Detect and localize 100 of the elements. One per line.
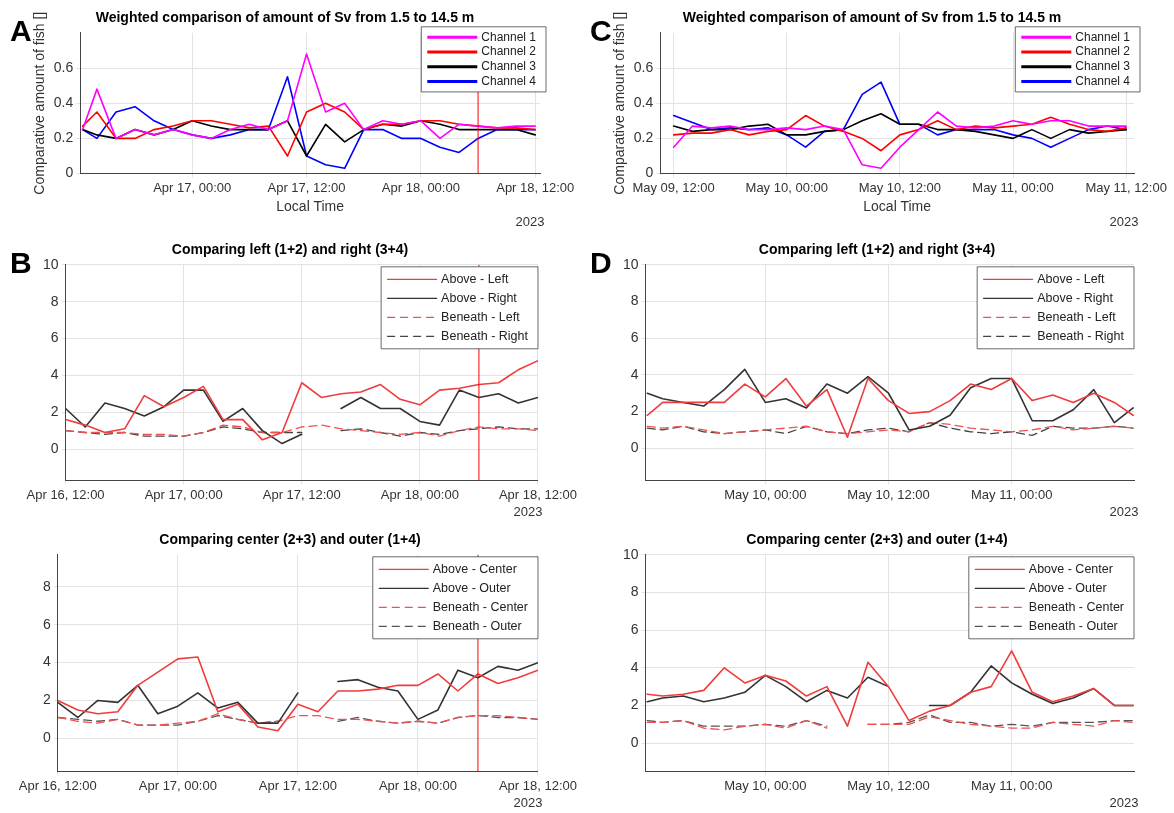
- x-tick-label: May 10, 12:00: [847, 777, 930, 793]
- x-tick-label: May 10, 00:00: [724, 486, 807, 502]
- y-tick-label: 10: [622, 255, 639, 272]
- y-tick-label: 8: [630, 292, 639, 309]
- x-tick-label: May 09, 12:00: [632, 179, 715, 195]
- x-tick-label: Apr 18, 12:00: [496, 179, 575, 195]
- x-tick-label: Apr 17, 12:00: [258, 777, 337, 793]
- x-axis-title: Local Time: [863, 198, 932, 215]
- chart-title: Comparing center (2+3) and outer (1+4): [159, 531, 421, 548]
- y-axis-title: Comparative amount of fish []: [31, 11, 48, 195]
- legend-label: Beneath - Right: [441, 328, 529, 343]
- x-tick-label: Apr 16, 12:00: [18, 777, 97, 793]
- x-tick-label: May 10, 12:00: [847, 486, 930, 502]
- legend-label: Beneath - Outer: [432, 618, 522, 633]
- chart-title: Weighted comparison of amount of Sv from 1.5 to 14.5 m: [682, 9, 1062, 26]
- legend-label: Channel 3: [481, 59, 537, 74]
- legend-label: Above - Outer: [432, 580, 511, 595]
- chart-title: Comparing left (1+2) and right (3+4): [171, 241, 409, 258]
- y-tick-label: 6: [630, 621, 639, 637]
- text: D: [590, 246, 612, 280]
- y-tick-label: 0: [42, 729, 51, 746]
- x-tick-label: May 11, 00:00: [970, 486, 1053, 502]
- legend-label: Beneath - Center: [1028, 599, 1125, 614]
- legend-label: Channel 4: [1075, 73, 1131, 88]
- y-tick-label: 4: [630, 658, 639, 675]
- y-tick-label: 2: [42, 691, 51, 708]
- chart-title: Comparing center (2+3) and outer (1+4): [746, 531, 1008, 548]
- text: 2023: [1109, 795, 1139, 811]
- y-tick-label: 8: [630, 583, 639, 600]
- legend-label: Beneath - Right: [1037, 328, 1125, 343]
- legend-label: Beneath - Center: [432, 599, 528, 614]
- y-tick-label: 6: [50, 329, 59, 346]
- y-tick-label: 2: [630, 696, 639, 713]
- legend-label: Beneath - Left: [441, 309, 521, 324]
- y-tick-label: 0.6: [633, 58, 654, 75]
- x-tick-label: Apr 18, 00:00: [381, 179, 460, 195]
- x-tick-label: Apr 18, 12:00: [498, 777, 577, 793]
- y-tick-label: 0: [645, 164, 654, 181]
- chart-title: Comparing left (1+2) and right (3+4): [758, 241, 996, 258]
- x-tick-label: Apr 17, 12:00: [262, 486, 341, 502]
- y-tick-label: 0: [630, 734, 639, 751]
- x-tick-label: May 10, 12:00: [858, 179, 942, 195]
- y-tick-label: 6: [630, 329, 639, 346]
- chart-title: Weighted comparison of amount of Sv from 1.5 to 14.5 m: [95, 9, 475, 26]
- y-tick-label: 2: [50, 403, 59, 420]
- x-tick-label: Apr 16, 12:00: [26, 486, 105, 502]
- legend-label: Channel 4: [481, 73, 537, 88]
- legend-label: Beneath - Outer: [1028, 618, 1118, 633]
- y-tick-label: 0.4: [53, 94, 74, 111]
- legend-label: Channel 2: [481, 44, 537, 59]
- text: 2023: [1109, 214, 1139, 230]
- y-tick-label: 0.6: [53, 58, 74, 75]
- legend-label: Channel 2: [1075, 44, 1131, 59]
- x-tick-label: May 11, 12:00: [1085, 179, 1167, 195]
- text: 2023: [1109, 504, 1139, 520]
- legend-label: Above - Outer: [1028, 580, 1107, 595]
- y-tick-label: 2: [630, 402, 639, 419]
- y-tick-label: 4: [42, 653, 51, 670]
- y-tick-label: 8: [42, 577, 51, 594]
- x-tick-label: May 10, 00:00: [724, 777, 807, 793]
- y-tick-label: 0: [65, 164, 74, 181]
- text: 2023: [515, 214, 545, 230]
- x-tick-label: Apr 17, 00:00: [153, 179, 232, 195]
- y-tick-label: 4: [630, 365, 639, 382]
- text: 2023: [513, 504, 543, 520]
- legend-label: Above - Center: [432, 561, 517, 576]
- legend-label: Channel 3: [1075, 59, 1131, 74]
- x-tick-label: May 11, 00:00: [970, 777, 1053, 793]
- y-tick-label: 0.4: [633, 94, 654, 111]
- y-tick-label: 10: [42, 255, 59, 272]
- legend-label: Above - Right: [1037, 290, 1114, 305]
- y-tick-label: 10: [622, 545, 639, 562]
- x-tick-label: Apr 17, 00:00: [138, 777, 217, 793]
- x-tick-label: May 11, 00:00: [972, 179, 1054, 195]
- y-tick-label: 0: [630, 439, 639, 456]
- y-tick-label: 6: [42, 615, 51, 632]
- x-tick-label: Apr 17, 12:00: [267, 179, 346, 195]
- text: C: [590, 14, 612, 48]
- legend-label: Beneath - Left: [1037, 309, 1117, 324]
- legend-label: Channel 1: [1075, 29, 1131, 44]
- legend-label: Above - Left: [441, 271, 510, 286]
- text: B: [10, 246, 32, 280]
- y-tick-label: 8: [50, 292, 59, 309]
- y-tick-label: 4: [50, 366, 59, 383]
- y-axis-title: Comparative amount of fish []: [611, 11, 628, 195]
- x-tick-label: Apr 18, 00:00: [380, 486, 459, 502]
- legend-label: Above - Center: [1028, 561, 1113, 576]
- x-tick-label: Apr 17, 00:00: [144, 486, 223, 502]
- x-axis-title: Local Time: [276, 198, 345, 215]
- x-tick-label: Apr 18, 12:00: [498, 486, 577, 502]
- legend-label: Channel 1: [481, 29, 537, 44]
- text: 2023: [513, 795, 543, 811]
- x-tick-label: Apr 18, 00:00: [378, 777, 457, 793]
- legend-label: Above - Left: [1037, 271, 1106, 286]
- text: A: [10, 14, 32, 48]
- legend-label: Above - Right: [441, 290, 518, 305]
- y-tick-label: 0.2: [53, 129, 74, 146]
- y-tick-label: 0.2: [633, 129, 654, 146]
- y-tick-label: 0: [50, 439, 59, 456]
- x-tick-label: May 10, 00:00: [745, 179, 828, 195]
